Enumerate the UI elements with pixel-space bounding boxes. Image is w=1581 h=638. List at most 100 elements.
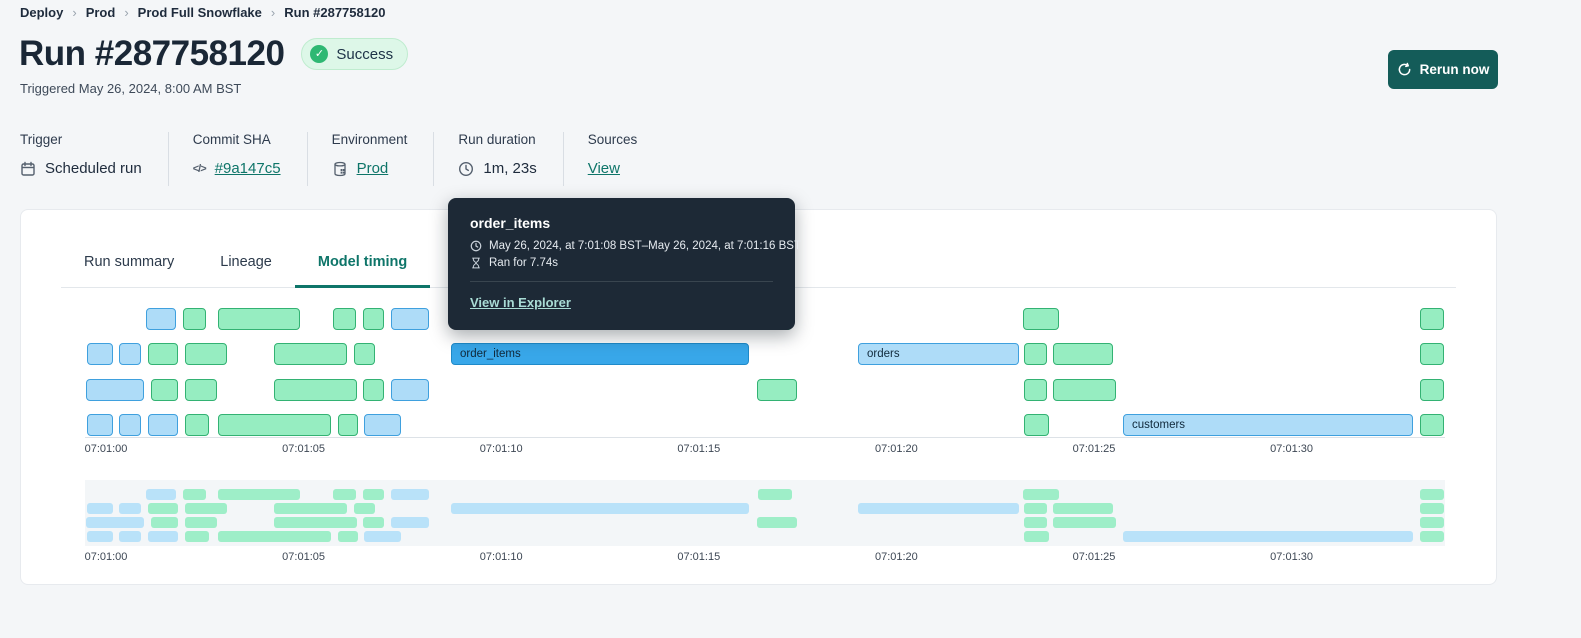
timeline-bar[interactable] (354, 343, 375, 365)
clock-icon (470, 240, 482, 252)
timeline-bar[interactable] (1024, 379, 1047, 401)
calendar-icon (20, 161, 36, 177)
timeline-bar[interactable] (1420, 414, 1444, 436)
timeline-bar[interactable] (1420, 343, 1444, 365)
triggered-timestamp: Triggered May 26, 2024, 8:00 AM BST (20, 81, 242, 96)
timeline-bar[interactable] (1053, 343, 1113, 365)
timeline-bar[interactable] (151, 379, 178, 401)
environment-link[interactable]: Prod (356, 160, 389, 177)
tab-model-timing[interactable]: Model timing (294, 239, 431, 288)
timeline-bar[interactable] (218, 414, 331, 436)
timeline-bar[interactable] (87, 414, 113, 436)
timeline-bar[interactable] (1024, 414, 1049, 436)
tab-lineage[interactable]: Lineage (220, 254, 272, 270)
rerun-now-button[interactable]: Rerun now (1388, 50, 1498, 89)
timeline-bar-customers[interactable]: customers (1123, 414, 1413, 436)
timeline-bar[interactable] (119, 414, 141, 436)
timeline-bar[interactable] (146, 308, 176, 330)
minimap-bar (119, 531, 141, 542)
meta-sources-label: Sources (587, 132, 638, 147)
timeline-bar[interactable] (363, 308, 384, 330)
minimap-bar (148, 503, 178, 514)
timeline-bar[interactable] (333, 308, 356, 330)
axis-tick-label: 07:01:15 (677, 551, 721, 563)
tooltip-divider (470, 281, 773, 282)
axis-tick-label: 07:01:25 (1072, 443, 1116, 455)
breadcrumb-item[interactable]: Prod (85, 5, 116, 20)
gantt-row: customers (85, 414, 1445, 436)
minimap-bar (451, 503, 749, 514)
breadcrumb: Deploy › Prod › Prod Full Snowflake › Run #287… (20, 5, 385, 20)
timeline-bar[interactable] (274, 343, 347, 365)
view-in-explorer-link[interactable]: View in Explorer (470, 295, 571, 310)
breadcrumb-separator-icon: › (124, 5, 129, 20)
minimap-bar (119, 503, 141, 514)
timeline-bar[interactable] (338, 414, 358, 436)
minimap-bar (87, 503, 113, 514)
tab-run-summary[interactable]: Run summary (84, 254, 175, 270)
breadcrumb-separator-icon: › (72, 5, 77, 20)
minimap-bar (391, 489, 429, 500)
timeline-bar[interactable] (183, 308, 206, 330)
timeline-bar[interactable] (148, 343, 178, 365)
page-title: Run #287758120 (19, 34, 285, 73)
timeline-bar[interactable] (185, 343, 227, 365)
minimap-bar (758, 489, 792, 500)
timeline-bar[interactable] (1023, 308, 1059, 330)
timeline-bar[interactable] (1024, 343, 1047, 365)
minimap-bar (86, 517, 144, 528)
timeline-bar[interactable] (148, 414, 178, 436)
breadcrumb-item[interactable]: Deploy (20, 5, 64, 20)
minimap-bar (146, 489, 176, 500)
timeline-bar[interactable] (757, 379, 797, 401)
timeline-bar[interactable] (119, 343, 141, 365)
sources-view-link[interactable]: View (587, 160, 620, 177)
gantt-row (85, 379, 1445, 401)
breadcrumb-item[interactable]: Prod Full Snowflake (137, 5, 262, 20)
run-meta-row: Trigger Scheduled run Commit SHA </> #9a… (20, 132, 687, 186)
timeline-bar[interactable] (87, 343, 113, 365)
timeline-bar[interactable] (364, 414, 401, 436)
check-circle-icon: ✓ (310, 45, 329, 63)
database-icon (332, 161, 348, 177)
axis-tick-label: 07:01:25 (1072, 551, 1116, 563)
meta-environment: Environment Prod (332, 132, 435, 186)
header: Run #287758120 ✓ Success (19, 34, 409, 74)
timeline-bar-orders[interactable]: orders (858, 343, 1019, 365)
hourglass-icon (470, 257, 482, 269)
rerun-button-label: Rerun now (1419, 62, 1490, 77)
timeline-bar-order_items[interactable]: order_items (451, 343, 749, 365)
timeline-bar[interactable] (391, 379, 429, 401)
axis-tick-label: 07:01:20 (874, 551, 918, 563)
gantt-row (85, 308, 1445, 330)
minimap-bar (183, 489, 206, 500)
timeline-bar[interactable] (1420, 379, 1444, 401)
timeline-bar[interactable] (274, 379, 357, 401)
minimap-bar (185, 517, 217, 528)
axis-tick-label: 07:01:05 (282, 443, 326, 455)
timeline-minimap[interactable] (85, 480, 1445, 546)
timeline-bar[interactable] (185, 379, 217, 401)
timeline-bar[interactable] (86, 379, 144, 401)
minimap-bar (1053, 503, 1113, 514)
meta-duration-label: Run duration (458, 132, 536, 147)
timeline-bar[interactable] (218, 308, 300, 330)
minimap-bar (354, 503, 375, 514)
timeline-bar[interactable] (1053, 379, 1116, 401)
axis-tick-label: 07:01:00 (84, 551, 128, 563)
minimap-row (85, 517, 1445, 528)
axis-tick-label: 07:01:00 (84, 443, 128, 455)
minimap-bar (185, 531, 209, 542)
axis-tick-label: 07:01:05 (282, 551, 326, 563)
minimap-bar (1024, 531, 1049, 542)
timeline-bar[interactable] (1420, 308, 1444, 330)
timeline-bar[interactable] (391, 308, 429, 330)
timeline-bar[interactable] (185, 414, 209, 436)
commit-sha-link[interactable]: #9a147c5 (214, 160, 281, 177)
minimap-bar (364, 531, 401, 542)
minimap-bar (1024, 517, 1047, 528)
minimap-bar (185, 503, 227, 514)
meta-duration: Run duration 1m, 23s (458, 132, 564, 186)
timeline-bar[interactable] (363, 379, 384, 401)
